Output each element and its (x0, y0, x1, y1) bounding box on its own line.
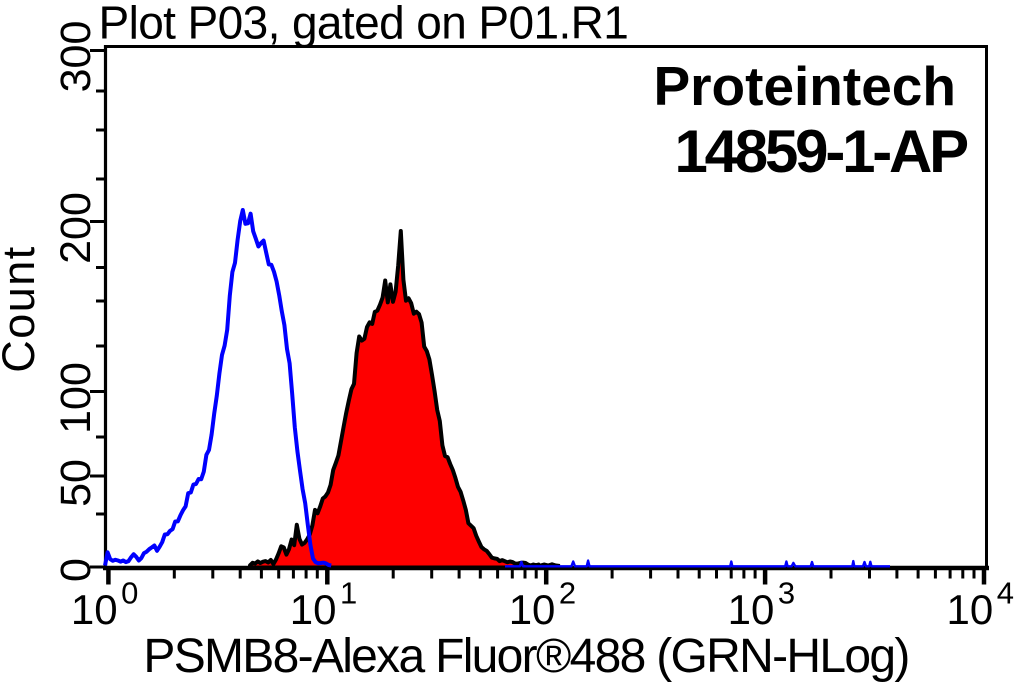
svg-text:100: 100 (52, 362, 100, 434)
svg-text:PSMB8-Alexa Fluor®488 (GRN-HLo: PSMB8-Alexa Fluor®488 (GRN-HLog) (143, 630, 908, 683)
svg-text:Plot P03, gated on P01.R1: Plot P03, gated on P01.R1 (99, 0, 629, 49)
svg-text:50: 50 (52, 459, 100, 507)
svg-text:Count: Count (0, 245, 44, 373)
svg-text:0: 0 (52, 558, 100, 582)
svg-text:14859-1-AP: 14859-1-AP (674, 118, 967, 185)
svg-text:200: 200 (52, 192, 100, 264)
svg-text:300: 300 (52, 21, 100, 93)
svg-text:Proteintech: Proteintech (653, 55, 956, 117)
